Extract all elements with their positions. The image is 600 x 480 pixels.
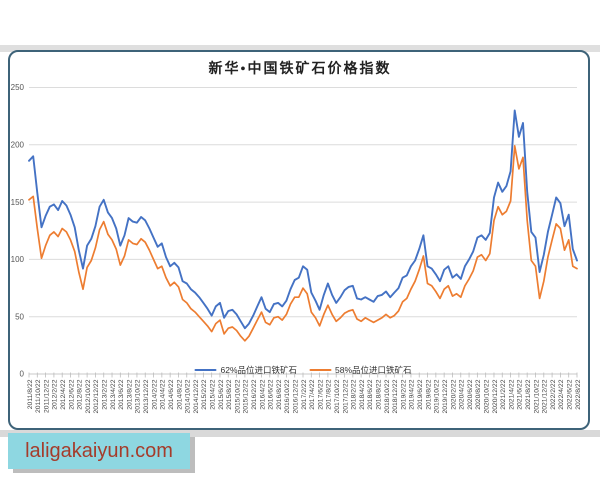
- x-axis-tick-label: 2021/8/22: [525, 379, 532, 409]
- x-axis-tick-label: 2015/4/22: [209, 379, 216, 409]
- x-axis-tick-label: 2014/12/22: [193, 379, 200, 413]
- x-axis-tick-label: 2013/4/22: [110, 379, 117, 409]
- x-axis-tick-label: 2014/2/22: [151, 379, 158, 409]
- x-axis-tick-label: 2014/6/22: [168, 379, 175, 409]
- x-axis-tick-label: 2015/2/22: [201, 379, 208, 409]
- x-axis-tick-label: 2019/4/22: [409, 379, 416, 409]
- x-axis-tick-label: 2011/10/22: [35, 379, 42, 413]
- x-axis-tick-label: 2021/12/22: [542, 379, 549, 413]
- x-axis-tick-label: 2016/12/22: [292, 379, 299, 413]
- x-axis-tick-label: 2017/4/22: [309, 379, 316, 409]
- x-axis-tick-label: 2019/8/22: [425, 379, 432, 409]
- x-axis-tick-label: 2015/8/22: [226, 379, 233, 409]
- legend-label-62-grade: 62%品位进口铁矿石: [220, 365, 297, 375]
- x-axis-tick-label: 2019/10/22: [434, 379, 441, 413]
- x-axis-tick-label: 2016/8/22: [276, 379, 283, 409]
- x-axis-tick-label: 2020/8/22: [475, 379, 482, 409]
- watermark-text: laligakaiyun.com: [25, 439, 173, 462]
- series-line-62-grade: [28, 109, 578, 330]
- y-axis-tick-label: 250: [11, 83, 25, 92]
- x-axis-tick-label: 2021/6/22: [517, 379, 524, 409]
- x-axis-tick-label: 2015/6/22: [218, 379, 225, 409]
- x-axis-tick-label: 2013/6/22: [118, 379, 125, 409]
- x-axis-tick-label: 2014/4/22: [160, 379, 167, 409]
- chart-panel: [8, 50, 590, 430]
- x-axis-tick-label: 2013/8/22: [126, 379, 133, 409]
- page-divider-top: [0, 45, 600, 52]
- x-axis-tick-label: 2012/8/22: [77, 379, 84, 409]
- x-axis-tick-label: 2012/2/22: [52, 379, 59, 409]
- y-axis-tick-label: 200: [11, 141, 25, 150]
- chart-title: 新华•中国铁矿石价格指数: [208, 62, 392, 77]
- x-axis-tick-label: 2013/2/22: [102, 379, 109, 409]
- x-axis-tick-label: 2016/6/22: [268, 379, 275, 409]
- x-axis-tick-label: 2017/8/22: [326, 379, 333, 409]
- x-axis-tick-label: 2013/12/22: [143, 379, 150, 413]
- x-axis-tick-label: 2015/10/22: [234, 379, 241, 413]
- x-axis-tick-label: 2017/6/22: [317, 379, 324, 409]
- x-axis-tick-label: 2018/8/22: [376, 379, 383, 409]
- x-axis-tick-label: 2017/2/22: [301, 379, 308, 409]
- x-axis-tick-label: 2011/12/22: [43, 379, 50, 413]
- x-axis-tick-label: 2016/2/22: [251, 379, 258, 409]
- legend-line-swatch-orange: [309, 368, 331, 372]
- x-axis-tick-label: 2012/10/22: [85, 379, 92, 413]
- x-axis-tick-label: 2014/10/22: [185, 379, 192, 413]
- series-line-58-grade: [28, 145, 578, 342]
- x-axis-tick-label: 2018/4/22: [359, 379, 366, 409]
- x-axis-tick-label: 2021/2/22: [500, 379, 507, 409]
- x-axis-tick-label: 2020/12/22: [492, 379, 499, 413]
- y-axis-tick-label: 50: [15, 312, 24, 321]
- page-divider-bottom: [0, 430, 600, 437]
- x-axis-tick-label: 2022/4/22: [558, 379, 565, 409]
- x-axis-tick-label: 2022/8/22: [575, 379, 582, 409]
- x-axis-tick-label: 2022/2/22: [550, 379, 557, 409]
- legend-item-62-grade: 62%品位进口铁矿石: [194, 364, 297, 376]
- x-axis-tick-label: 2015/12/22: [243, 379, 250, 413]
- x-axis-tick-label: 2019/6/22: [417, 379, 424, 409]
- x-axis-tick-label: 2016/4/22: [259, 379, 266, 409]
- x-axis-tick-label: 2021/4/22: [508, 379, 515, 409]
- legend-label-58-grade: 58%品位进口铁矿石: [335, 365, 412, 375]
- x-axis-tick-label: 2022/6/22: [566, 379, 573, 409]
- x-axis-tick-label: 2019/2/22: [400, 379, 407, 409]
- x-axis-tick-label: 2018/12/22: [392, 379, 399, 413]
- x-axis-tick-label: 2014/8/22: [176, 379, 183, 409]
- x-axis-tick-label: 2020/4/22: [459, 379, 466, 409]
- x-axis-tick-label: 2018/10/22: [384, 379, 391, 413]
- x-axis-tick-label: 2020/2/22: [450, 379, 457, 409]
- x-axis-tick-label: 2018/2/22: [351, 379, 358, 409]
- x-axis-tick-label: 2018/6/22: [367, 379, 374, 409]
- x-axis-tick-label: 2017/12/22: [342, 379, 349, 413]
- chart-legend: 62%品位进口铁矿石 58%品位进口铁矿石: [194, 364, 412, 376]
- legend-line-swatch-blue: [194, 368, 217, 372]
- watermark-badge: laligakaiyun.com: [8, 433, 190, 469]
- x-axis-tick-label: 2012/6/22: [68, 379, 75, 409]
- legend-item-58-grade: 58%品位进口铁矿石: [309, 364, 412, 376]
- y-axis-tick-label: 0: [20, 370, 25, 379]
- x-axis-tick-label: 2013/10/22: [135, 379, 142, 413]
- x-axis-tick-label: 2020/6/22: [467, 379, 474, 409]
- x-axis-tick-label: 2016/10/22: [284, 379, 291, 413]
- x-axis-tick-label: 2012/12/22: [93, 379, 100, 413]
- x-axis-tick-label: 2012/4/22: [60, 379, 67, 409]
- x-axis-tick-label: 2021/10/22: [533, 379, 540, 413]
- x-axis-tick-label: 2020/10/22: [483, 379, 490, 413]
- x-axis-tick-label: 2019/12/22: [442, 379, 449, 413]
- x-axis-tick-label: 2011/8/22: [27, 379, 34, 409]
- x-axis-tick-label: 2017/10/22: [334, 379, 341, 413]
- y-axis-tick-label: 100: [11, 255, 25, 264]
- y-axis-tick-label: 150: [11, 198, 25, 207]
